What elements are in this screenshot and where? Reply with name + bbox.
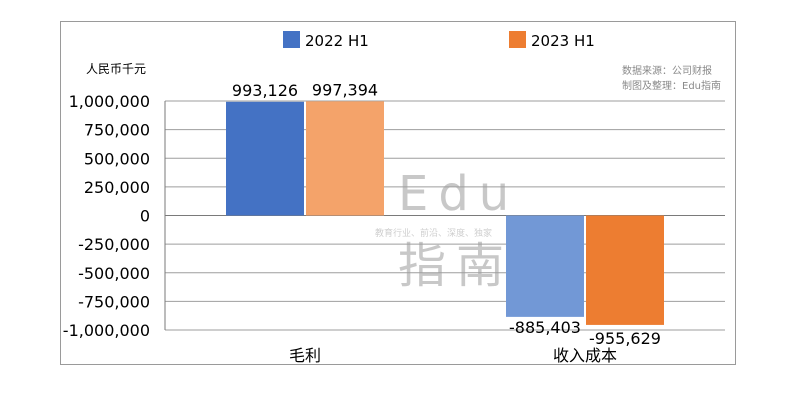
source-line-2: 制图及整理：Edu指南 — [622, 79, 721, 92]
y-tick-label: -750,000 — [78, 292, 150, 311]
bars — [226, 101, 664, 325]
bar — [586, 215, 664, 325]
data-label: 997,394 — [312, 80, 378, 99]
data-label: 993,126 — [232, 81, 298, 100]
y-axis-ticks: 1,000,000 750,000 500,000 250,000 0 -250,000 -… — [63, 92, 150, 340]
y-tick-label: 500,000 — [84, 149, 150, 168]
data-label: -955,629 — [589, 329, 661, 348]
y-tick-label: 750,000 — [84, 121, 150, 140]
legend-label-2022: 2022 H1 — [305, 32, 369, 50]
legend: 2022 H1 2023 H1 — [283, 31, 595, 50]
legend-label-2023: 2023 H1 — [531, 32, 595, 50]
y-tick-label: -250,000 — [78, 235, 150, 254]
unit-label: 人民币千元 — [86, 62, 146, 76]
y-tick-label: 1,000,000 — [69, 92, 150, 111]
x-axis-categories: 毛利 收入成本 — [289, 346, 617, 365]
y-tick-label: -1,000,000 — [63, 321, 150, 340]
legend-swatch-2022 — [283, 31, 300, 48]
watermark-tagline: 教育行业、前沿、深度、独家 — [375, 227, 492, 239]
source-line-1: 数据来源：公司财报 — [622, 64, 712, 77]
watermark: Edu 教育行业、前沿、深度、独家 指南 — [375, 166, 519, 294]
watermark-edu: Edu — [398, 166, 519, 222]
watermark-guide: 指南 — [398, 238, 514, 294]
bar — [306, 101, 384, 216]
x-category-label: 毛利 — [289, 346, 321, 365]
bar — [226, 101, 304, 216]
y-tick-label: 0 — [140, 207, 150, 226]
y-tick-label: 250,000 — [84, 178, 150, 197]
bar — [506, 215, 584, 317]
y-tick-label: -500,000 — [78, 264, 150, 283]
data-label: -885,403 — [509, 318, 581, 337]
legend-swatch-2023 — [509, 31, 526, 48]
x-category-label: 收入成本 — [553, 346, 617, 365]
data-labels: 993,126 997,394 -885,403 -955,629 — [232, 80, 661, 348]
